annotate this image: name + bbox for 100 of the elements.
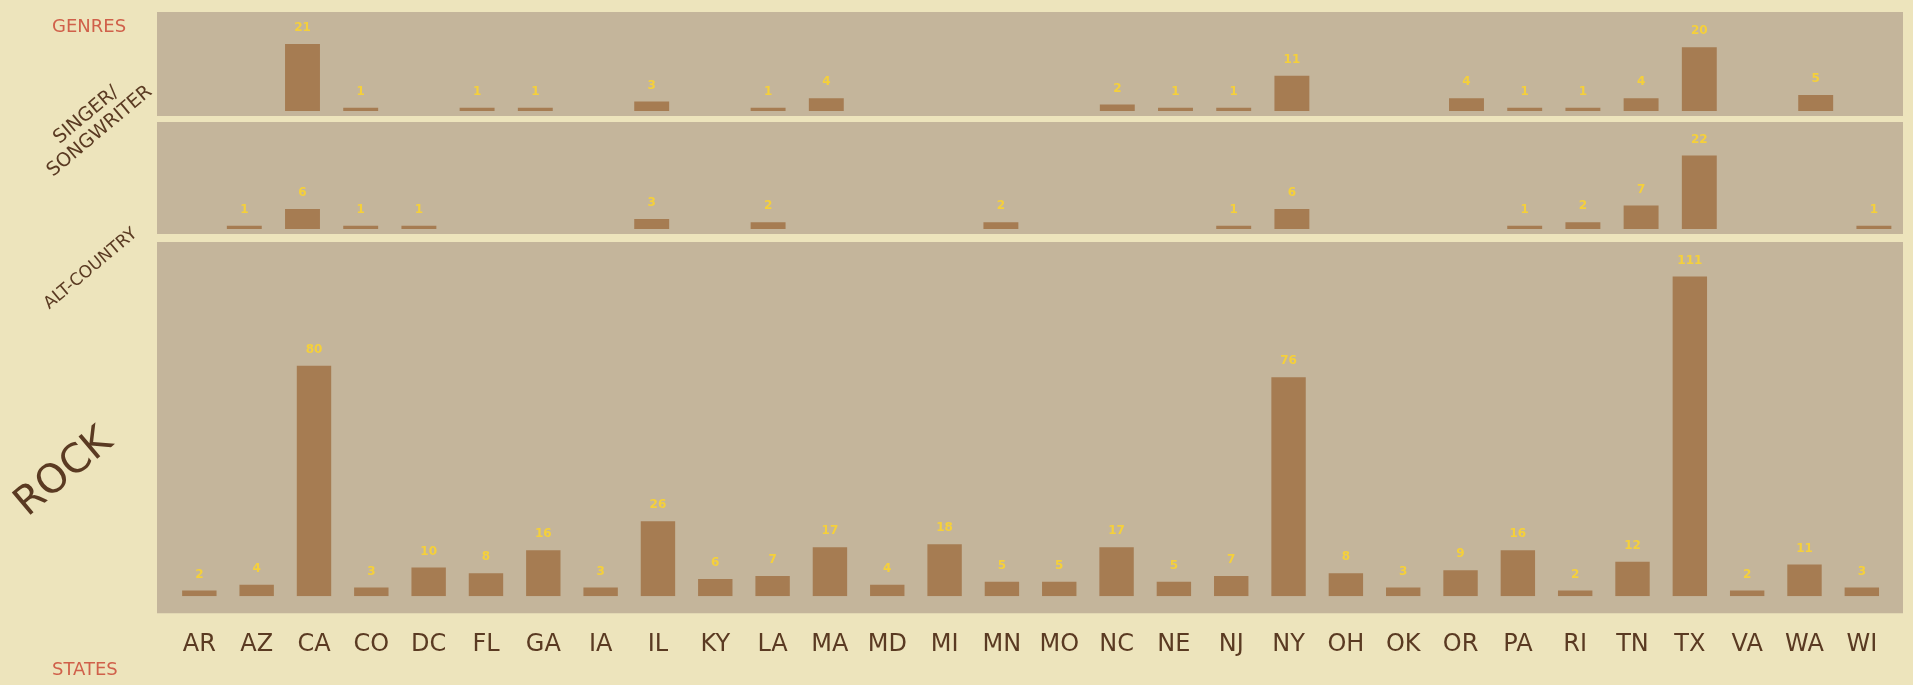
data-label: 10 (420, 543, 437, 558)
bar (698, 578, 733, 597)
data-label: 22 (1690, 131, 1708, 146)
data-label: 1 (1520, 83, 1529, 98)
x-tick-label: TX (1673, 628, 1706, 657)
bar (750, 107, 786, 111)
data-label: 8 (481, 549, 491, 564)
x-tick-label: TN (1615, 628, 1649, 657)
x-tick-label: NJ (1218, 628, 1244, 657)
data-label: 4 (883, 560, 892, 575)
bar (468, 573, 504, 597)
x-tick-label: CA (297, 628, 332, 657)
data-label: 7 (1227, 552, 1236, 567)
data-label: 111 (1677, 252, 1703, 267)
x-tick-label: WI (1846, 628, 1878, 657)
x-tick-label: CO (353, 628, 390, 657)
bar (1787, 564, 1822, 597)
data-label: 16 (1509, 526, 1527, 541)
bar (459, 107, 495, 111)
x-tick-label: NY (1272, 628, 1306, 657)
bar (1681, 155, 1717, 229)
data-label: 3 (367, 563, 376, 578)
bar (1729, 590, 1765, 597)
bar (1856, 225, 1892, 229)
data-label: 76 (1280, 353, 1297, 368)
bar (812, 547, 848, 597)
x-tick-label: IL (647, 628, 669, 657)
data-label: 1 (1229, 201, 1238, 216)
data-label: 2 (1113, 80, 1122, 95)
bar (239, 584, 274, 597)
x-tick-label: FL (472, 628, 501, 657)
x-tick-label: DC (411, 628, 447, 657)
data-label: 5 (1811, 71, 1820, 86)
data-label: 4 (1636, 74, 1646, 89)
bar (296, 365, 332, 597)
bar (927, 544, 962, 597)
data-label: 3 (1857, 563, 1866, 578)
bar (1449, 98, 1484, 111)
text: GENRES (52, 15, 127, 36)
data-label: 1 (240, 201, 249, 216)
bar (1623, 98, 1659, 111)
data-label: 1 (356, 83, 365, 98)
bar (285, 208, 320, 229)
data-label: 2 (195, 566, 204, 581)
x-tick-label: LA (757, 628, 789, 657)
x-tick-label: MD (867, 628, 907, 657)
bar (1672, 276, 1708, 597)
bar (1274, 208, 1310, 229)
bar (1844, 587, 1880, 597)
x-tick-label: OH (1327, 628, 1365, 657)
x-tick-label: MN (982, 628, 1022, 657)
data-label: 5 (1055, 557, 1064, 572)
data-label: 2 (996, 198, 1006, 213)
bar (583, 587, 618, 597)
data-label: 2 (1571, 566, 1580, 581)
bar (1507, 107, 1543, 111)
data-label: 17 (821, 523, 839, 538)
x-tick-label: IA (588, 628, 613, 657)
bar (343, 225, 379, 229)
bar (1557, 590, 1593, 597)
data-label: 1 (1520, 201, 1529, 216)
bar (1565, 107, 1601, 111)
bar (755, 576, 790, 597)
bar (870, 584, 905, 597)
x-tick-label: RI (1563, 628, 1588, 657)
data-label: 7 (768, 552, 777, 567)
x-tick-label: GA (525, 628, 562, 657)
x-tick-label: KY (700, 628, 731, 657)
data-label: 1 (1229, 83, 1238, 98)
bar (1615, 561, 1650, 597)
data-label: 3 (647, 195, 656, 210)
x-axis-title: STATES (52, 658, 118, 679)
data-label: 3 (1399, 563, 1408, 578)
bar (411, 567, 446, 597)
bar (1443, 570, 1478, 597)
bar (1386, 587, 1421, 597)
bar (401, 225, 437, 229)
bar (226, 225, 262, 229)
bar (750, 222, 786, 229)
x-tick-label: PA (1503, 628, 1534, 657)
bar (984, 581, 1020, 597)
data-label: 8 (1341, 549, 1351, 564)
data-label: 2 (1742, 566, 1752, 581)
data-label: 80 (305, 341, 323, 356)
bar (1216, 107, 1252, 111)
data-label: 5 (997, 557, 1007, 572)
x-tick-label: AR (182, 628, 216, 657)
data-label: 1 (1578, 83, 1588, 98)
data-label: 21 (294, 20, 311, 35)
x-tick-label: AZ (240, 628, 274, 657)
data-label: 4 (1462, 74, 1471, 89)
bar (1099, 547, 1134, 597)
data-label: 2 (763, 198, 773, 213)
bar (640, 521, 676, 597)
data-label: 20 (1690, 23, 1708, 38)
x-tick-label: OR (1442, 628, 1479, 657)
bar (1328, 573, 1364, 597)
data-label: 1 (763, 83, 773, 98)
data-label: 1 (1869, 201, 1879, 216)
bar (1681, 47, 1717, 111)
